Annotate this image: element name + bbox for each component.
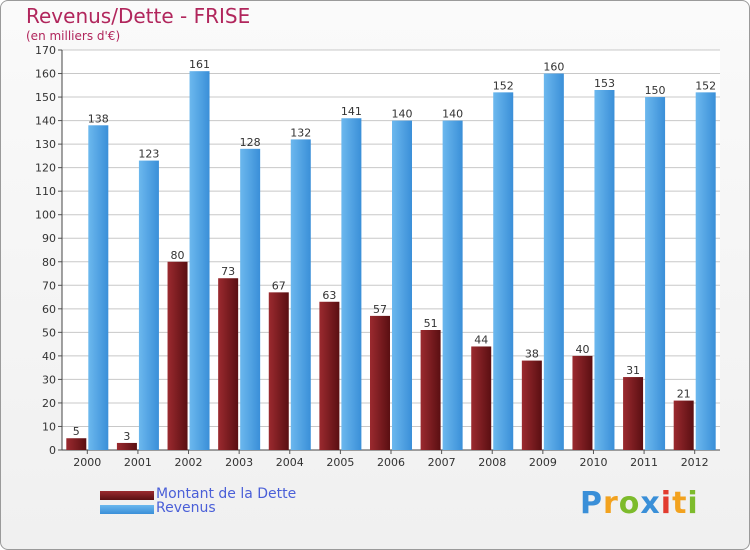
data-label-dette: 73 (221, 265, 235, 278)
proxiti-logo-letter: i (687, 486, 699, 521)
legend-swatch-revenus (100, 505, 154, 514)
x-tick-label: 2005 (326, 456, 354, 469)
data-label-dette: 44 (474, 333, 488, 346)
y-tick-label: 120 (35, 162, 56, 175)
bar-revenus (645, 97, 666, 450)
y-tick-label: 140 (35, 115, 56, 128)
bar-dette (673, 400, 694, 450)
y-tick-label: 30 (42, 373, 56, 386)
x-tick-label: 2001 (124, 456, 152, 469)
bar-dette (319, 301, 340, 450)
y-tick-label: 10 (42, 420, 56, 433)
x-tick-label: 2008 (478, 456, 506, 469)
data-label-dette: 38 (525, 348, 539, 361)
x-tick-label: 2003 (225, 456, 253, 469)
bar-revenus (594, 90, 615, 450)
proxiti-logo-letter: o (618, 486, 641, 521)
y-tick-label: 170 (35, 44, 56, 57)
proxiti-logo-letter: x (640, 486, 661, 521)
x-tick-label: 2002 (175, 456, 203, 469)
y-tick-label: 50 (42, 326, 56, 339)
proxiti-logo: Proxiti (580, 486, 699, 521)
bar-revenus (240, 148, 261, 450)
data-label-dette: 80 (171, 249, 185, 262)
data-label-revenus: 138 (88, 112, 109, 125)
proxiti-logo-letter: i (660, 486, 673, 521)
y-tick-label: 130 (35, 138, 56, 151)
bar-revenus (138, 160, 159, 450)
x-tick-label: 2010 (579, 456, 607, 469)
data-label-dette: 51 (424, 317, 438, 330)
bar-revenus (442, 120, 463, 451)
bar-revenus (695, 92, 716, 451)
y-tick-label: 90 (42, 232, 56, 245)
data-label-revenus: 141 (341, 105, 362, 118)
data-label-revenus: 132 (290, 126, 311, 139)
proxiti-logo-letter: t (672, 486, 688, 521)
bar-revenus (88, 125, 109, 450)
x-tick-label: 2006 (377, 456, 405, 469)
y-tick-label: 80 (42, 256, 56, 269)
legend-label-revenus: Revenus (156, 500, 216, 516)
bar-revenus (290, 139, 311, 451)
y-tick-label: 20 (42, 397, 56, 410)
legend-label-dette: Montant de la Dette (156, 486, 297, 502)
chart-title: Revenus/Dette - FRISE (26, 4, 251, 28)
bar-dette (167, 261, 188, 450)
data-label-dette: 40 (575, 343, 589, 356)
bar-dette (420, 330, 441, 450)
data-label-dette: 31 (626, 364, 640, 377)
y-tick-label: 40 (42, 350, 56, 363)
x-tick-label: 2009 (529, 456, 557, 469)
y-tick-label: 60 (42, 303, 56, 316)
bar-revenus (392, 120, 412, 451)
data-label-revenus: 150 (645, 84, 666, 97)
proxiti-logo-letter: r (603, 486, 619, 521)
data-label-revenus: 140 (442, 108, 463, 121)
x-tick-label: 2012 (681, 456, 709, 469)
x-tick-label: 2000 (73, 456, 101, 469)
data-label-revenus: 153 (594, 77, 615, 90)
y-tick-label: 160 (35, 68, 56, 81)
bar-dette (268, 292, 289, 450)
y-tick-label: 70 (42, 279, 56, 292)
y-tick-label: 0 (49, 444, 56, 457)
x-tick-label: 2011 (630, 456, 658, 469)
data-label-revenus: 152 (493, 79, 514, 92)
data-label-revenus: 123 (138, 148, 159, 161)
bar-revenus (493, 92, 514, 451)
bar-revenus (341, 118, 362, 450)
bar-dette (370, 315, 390, 450)
proxiti-logo-letter: P (580, 486, 603, 521)
bar-dette (521, 360, 542, 450)
x-tick-label: 2007 (428, 456, 456, 469)
x-tick-label: 2004 (276, 456, 304, 469)
data-label-dette: 5 (73, 425, 80, 438)
bar-dette (572, 355, 593, 450)
bar-dette (623, 377, 644, 450)
bar-revenus (189, 71, 210, 451)
data-label-dette: 21 (677, 388, 691, 401)
y-tick-label: 100 (35, 209, 56, 222)
bar-revenus (543, 73, 564, 450)
data-label-revenus: 140 (392, 108, 413, 121)
bar-dette (218, 278, 239, 450)
data-label-revenus: 152 (695, 79, 716, 92)
y-tick-label: 110 (35, 185, 56, 198)
data-label-dette: 3 (123, 430, 130, 443)
data-label-dette: 67 (272, 279, 286, 292)
data-label-dette: 63 (322, 289, 336, 302)
chart-subtitle: (en milliers d'€) (26, 29, 121, 43)
data-label-revenus: 160 (543, 61, 564, 74)
y-tick-label: 150 (35, 91, 56, 104)
data-label-revenus: 128 (240, 136, 261, 149)
legend-swatch-dette (100, 491, 154, 500)
data-label-dette: 57 (373, 303, 387, 316)
bar-dette (471, 346, 492, 450)
data-label-revenus: 161 (189, 58, 210, 71)
bar-dette (66, 438, 87, 450)
bar-dette (116, 442, 137, 450)
